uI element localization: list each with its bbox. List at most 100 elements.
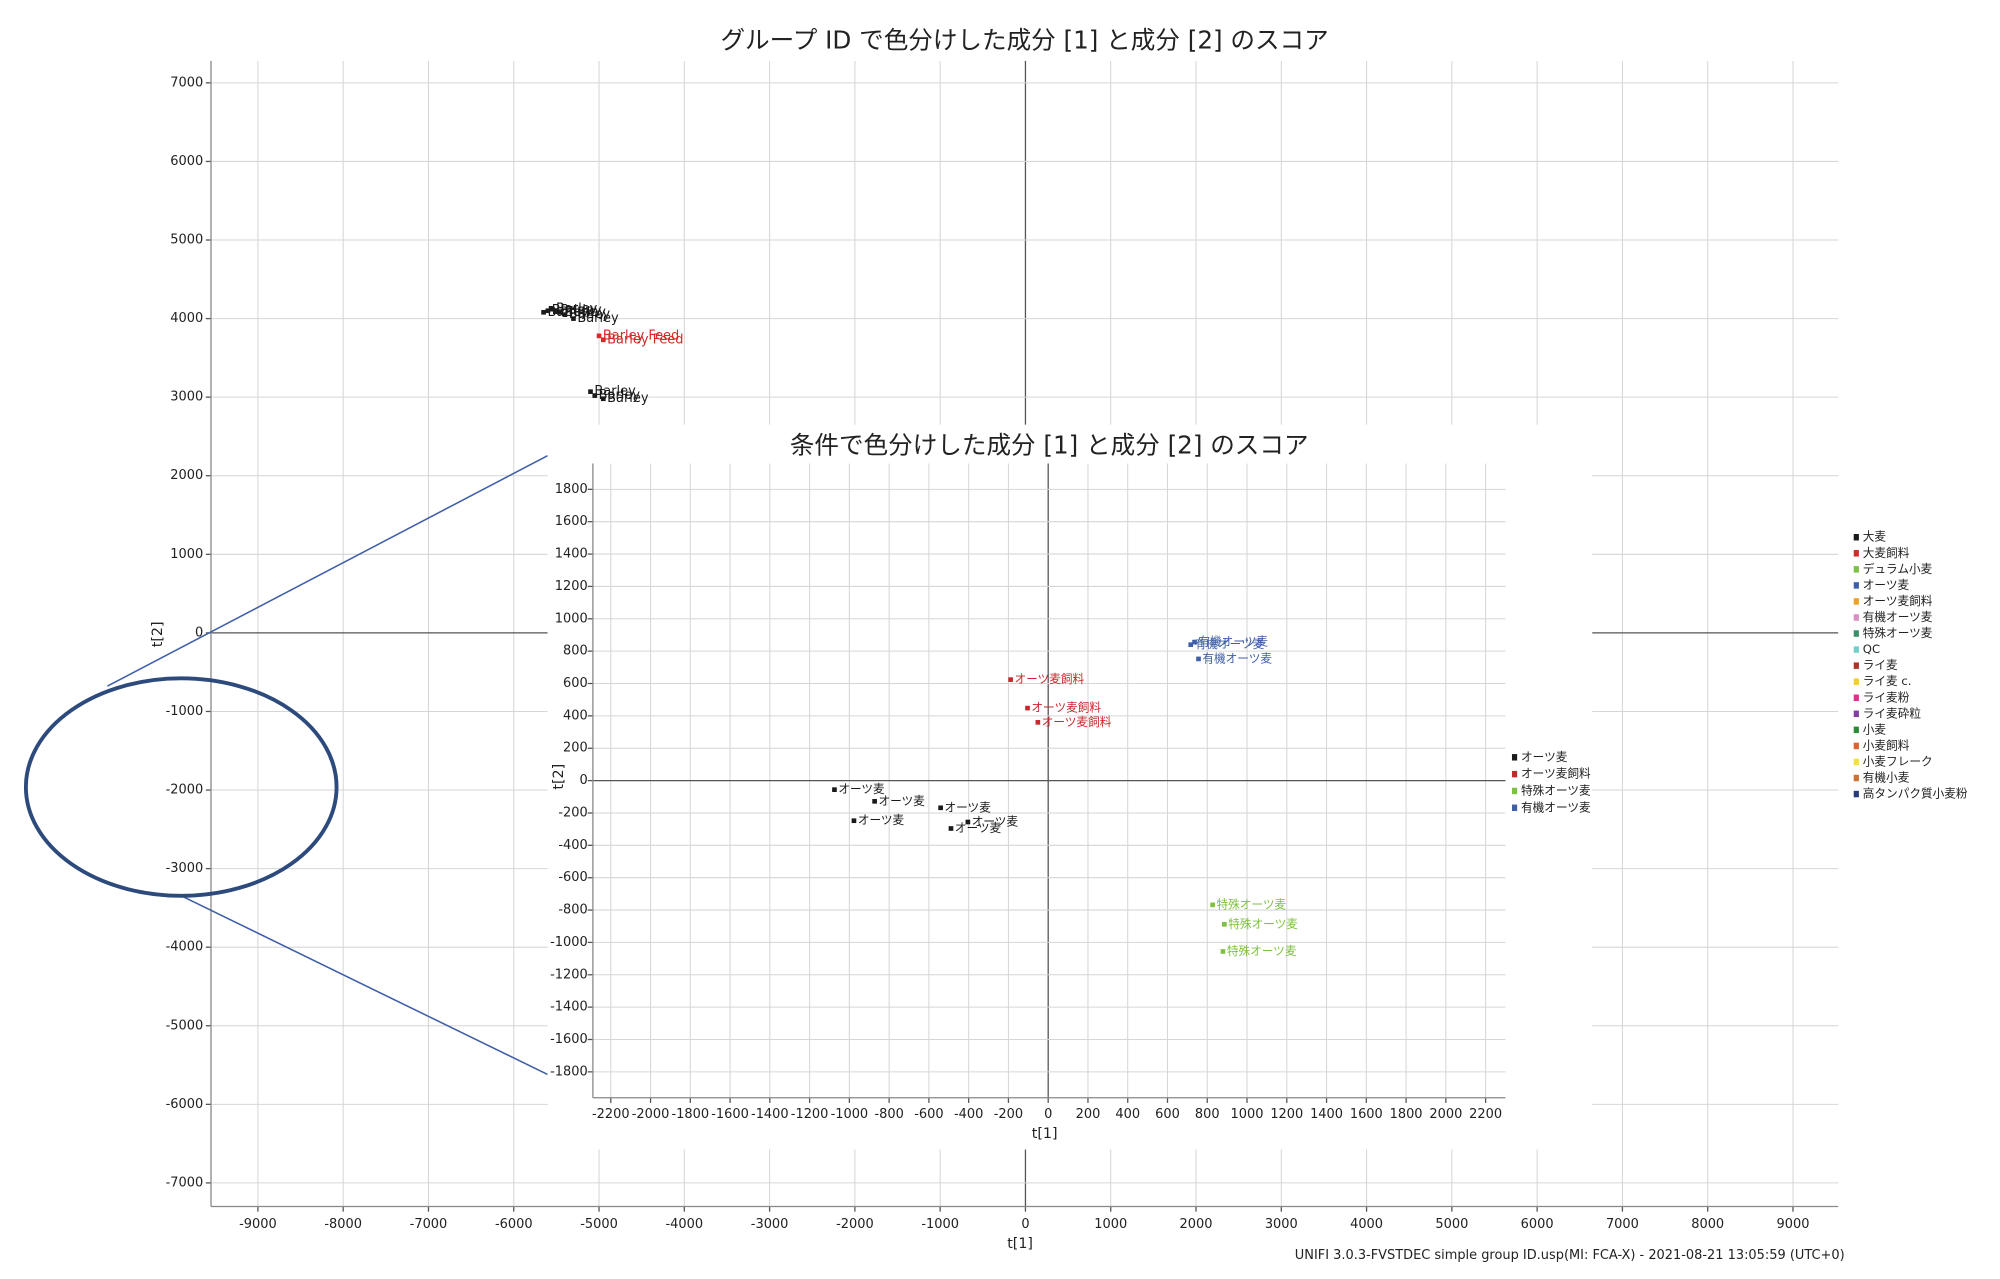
callout-line [180,895,548,1076]
x-tick-label: -1400 [751,1107,789,1122]
y-tick-label: -4000 [166,940,204,955]
y-tick-label: 2000 [170,468,203,483]
x-tick-label: 200 [1076,1107,1101,1122]
point [1220,949,1226,954]
x-tick-label: 1400 [1310,1107,1343,1122]
legend-label: ライ麦粉 [1863,690,1910,704]
x-tick-label: 0 [1044,1107,1052,1122]
point-label: 特殊オーツ麦 [1217,897,1287,911]
point [1222,921,1227,927]
point-label: 有機オーツ麦 [1198,635,1268,649]
x-tick-label: 1800 [1390,1107,1423,1122]
point [541,309,546,315]
legend-swatch [1853,614,1859,621]
legend-swatch [1853,790,1859,798]
x-axis-label: t[1] [1007,1236,1033,1252]
point [600,337,606,343]
x-tick-label: 3000 [1265,1217,1298,1232]
point-label: Barley [577,311,619,326]
x-tick-label: -1000 [921,1217,959,1232]
y-tick-label: -7000 [166,1175,204,1190]
point-label: Barley Feed [607,332,683,347]
y-tick-label: -1000 [166,704,204,719]
legend-label: 特殊オーツ麦 [1521,783,1591,797]
x-tick-label: 7000 [1606,1217,1639,1232]
legend-swatch [1511,804,1518,812]
point-label: Barley [607,391,649,406]
x-tick-label: -7000 [410,1217,448,1232]
y-tick-label: -800 [558,903,587,918]
legend-swatch [1853,533,1859,541]
x-tick-label: -2000 [632,1107,670,1122]
point-label: オーツ麦 [879,794,926,808]
y-tick-label: -2000 [166,783,204,798]
y-tick-label: 200 [563,741,588,756]
legend-swatch [1853,742,1859,750]
legend-label: 特殊オーツ麦 [1863,626,1933,640]
point [554,308,559,314]
point-label: オーツ麦飼料 [1042,715,1112,729]
legend-label: 有機小麦 [1863,771,1910,785]
legend-label: 有機オーツ麦 [1863,610,1933,624]
x-tick-label: -600 [914,1107,943,1122]
legend-swatch [1853,726,1859,734]
point-label: 有機オーツ麦 [1195,637,1265,651]
y-tick-label: 5000 [170,233,203,248]
legend-label: ライ麦砕粒 [1863,706,1922,720]
legend-label: 有機オーツ麦 [1521,800,1591,814]
x-tick-label: 400 [1115,1107,1140,1122]
legend-label: 小麦 [1863,722,1887,736]
x-tick-label: -6000 [495,1217,533,1232]
y-tick-label: -6000 [166,1097,204,1112]
point [592,393,598,398]
legend-label: オーツ麦飼料 [1521,767,1591,781]
y-tick-label: -1000 [550,935,588,950]
y-axis-label: t[2] [150,621,166,647]
legend-swatch [1853,630,1859,637]
legend-swatch [1853,582,1859,589]
y-tick-label: 6000 [170,154,203,169]
point-label: オーツ麦 [972,815,1019,829]
x-tick-label: -400 [954,1107,983,1122]
legend-label: デュラム小麦 [1863,562,1933,576]
x-tick-label: -1800 [672,1107,710,1122]
x-tick-label: 1200 [1270,1107,1303,1122]
y-tick-label: -400 [558,838,587,853]
legend-swatch [1853,678,1859,685]
point [1192,639,1197,645]
legend-label: 大麦 [1863,530,1887,544]
legend-label: 小麦飼料 [1863,738,1910,752]
point-label: Barley [569,307,611,322]
legend-swatch [1853,646,1859,653]
point [1210,902,1215,908]
legend-swatch [1853,662,1859,669]
point [562,312,568,317]
point [588,389,593,394]
legend-swatch [1853,774,1859,782]
y-tick-label: 4000 [170,311,203,326]
legend-swatch [1511,787,1518,795]
point-label: オーツ麦飼料 [1031,701,1101,715]
point-label: 特殊オーツ麦 [1227,944,1297,958]
y-tick-label: -5000 [166,1018,204,1033]
legend-label: QC [1863,642,1880,656]
x-tick-label: 0 [1021,1217,1029,1232]
y-tick-label: 600 [563,676,588,691]
y-tick-label: 3000 [170,390,203,405]
x-tick-label: -4000 [666,1217,704,1232]
point [1196,656,1201,662]
legend-label: オーツ麦 [1521,750,1568,764]
legend-swatch [1511,754,1518,761]
point-label: オーツ麦 [858,813,905,827]
legend-label: ライ麦 [1863,658,1898,672]
chart-title: グループ ID で色分けした成分 [1] と成分 [2] のスコア [720,25,1328,54]
point-label: Barley [599,388,641,403]
legend-label: オーツ麦 [1863,578,1910,592]
x-tick-label: 6000 [1521,1217,1554,1232]
y-tick-label: -3000 [166,861,204,876]
x-tick-label: -1200 [791,1107,829,1122]
x-tick-label: -9000 [239,1217,277,1232]
point-label: オーツ麦 [838,782,885,796]
